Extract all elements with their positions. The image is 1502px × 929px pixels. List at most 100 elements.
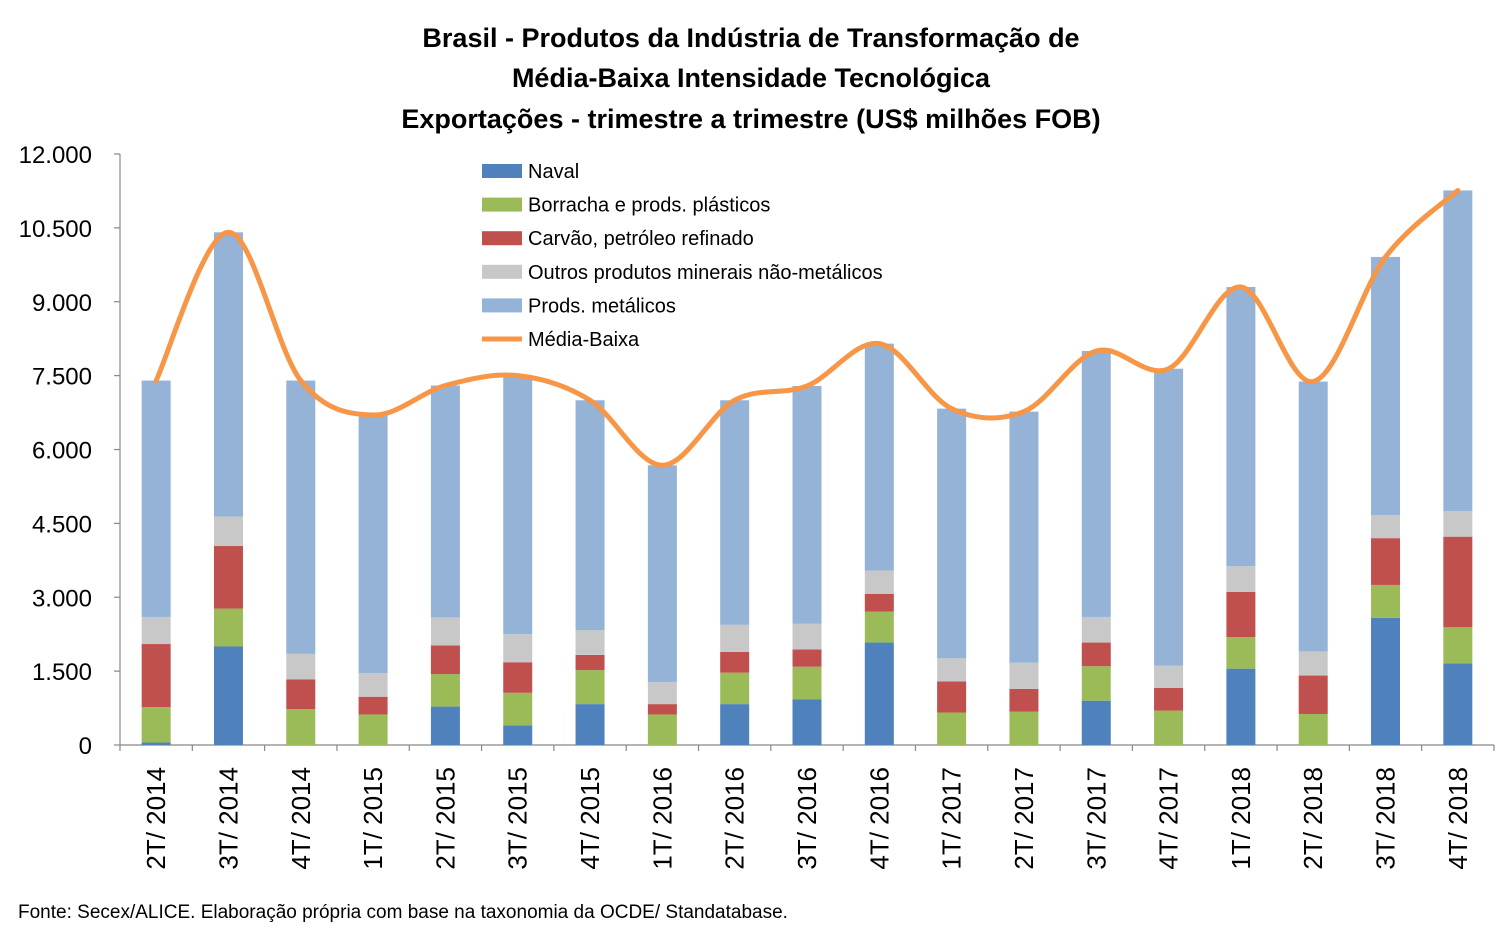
bar-segment-2	[937, 681, 967, 713]
y-tick-label: 4.500	[32, 511, 92, 538]
bar-segment-1	[1298, 713, 1328, 745]
bar-segment-4	[720, 400, 750, 625]
bar-segment-4	[1154, 368, 1184, 666]
bar-segment-0	[503, 725, 533, 745]
bar-segment-4	[647, 465, 677, 682]
legend-swatch-1	[482, 197, 522, 212]
bar-segment-4	[1009, 411, 1039, 663]
bar-segment-0	[213, 646, 243, 745]
chart-title-line-1: Brasil - Produtos da Indústria de Transf…	[422, 23, 1079, 53]
bar-segment-3	[1154, 665, 1184, 688]
bar-segment-2	[503, 662, 533, 693]
bar-segment-2	[1298, 675, 1328, 714]
bar-segment-4	[358, 415, 388, 674]
bar-segment-1	[1154, 710, 1184, 745]
bar-segment-2	[430, 645, 460, 675]
bar-segment-1	[937, 712, 967, 745]
bar-segment-3	[1443, 511, 1473, 537]
bar-segment-3	[286, 653, 316, 680]
x-tick-label: 1T/ 2015	[358, 767, 388, 870]
bar-segment-4	[430, 385, 460, 618]
bar-segment-4	[1081, 351, 1111, 617]
x-tick-label: 1T/ 2016	[647, 767, 677, 870]
bar-segment-3	[1371, 515, 1401, 539]
bar-segment-3	[358, 673, 388, 697]
bar-segment-0	[864, 642, 894, 745]
bar-segment-4	[1443, 190, 1473, 512]
x-tick-label: 1T/ 2017	[937, 767, 967, 870]
chart-title-line-3: Exportações - trimestre a trimestre (US$…	[401, 104, 1100, 134]
bar-segment-3	[1298, 651, 1328, 676]
chart-title: Brasil - Produtos da Indústria de Transf…	[401, 23, 1100, 134]
x-tick-label: 4T/ 2018	[1443, 767, 1473, 870]
bar-segment-4	[864, 343, 894, 571]
x-tick-label: 2T/ 2017	[1009, 767, 1039, 870]
legend-swatch-4	[482, 298, 522, 313]
media-baixa-line-layer	[153, 187, 1461, 468]
bar-segment-1	[1371, 584, 1401, 618]
x-tick-label: 3T/ 2018	[1371, 767, 1401, 870]
bar-segment-0	[430, 706, 460, 745]
bar-segment-3	[1081, 616, 1111, 643]
bar-segment-1	[1443, 627, 1473, 664]
x-tick-label: 4T/ 2017	[1154, 767, 1184, 870]
bar-segment-1	[141, 707, 171, 743]
y-tick-label: 1.500	[32, 659, 92, 686]
bar-segment-4	[1371, 256, 1401, 516]
bar-segment-1	[647, 714, 677, 745]
bar-segment-3	[647, 681, 677, 705]
bar-segment-4	[1298, 381, 1328, 652]
y-tick-label: 9.000	[32, 290, 92, 317]
bar-segment-2	[864, 593, 894, 612]
legend-label-3: Outros produtos minerais não-metálicos	[528, 262, 883, 284]
y-tick-label: 10.500	[19, 216, 92, 243]
bar-segment-2	[1009, 688, 1039, 712]
bar-segment-3	[864, 570, 894, 594]
bar-segment-2	[1154, 687, 1184, 711]
x-tick-label: 4T/ 2015	[575, 767, 605, 870]
bar-segment-1	[213, 608, 243, 647]
bars	[141, 190, 1473, 745]
legend-label-2: Carvão, petróleo refinado	[528, 228, 754, 250]
bar-segment-2	[575, 654, 605, 671]
x-tick-label: 3T/ 2014	[213, 767, 243, 870]
bar-segment-2	[720, 651, 750, 673]
bar-segment-1	[1226, 637, 1256, 669]
bar-segment-0	[575, 704, 605, 745]
bar-segment-2	[1371, 538, 1401, 585]
bar-segment-2	[286, 679, 316, 710]
y-tick-label: 12.000	[19, 142, 92, 169]
bar-segment-3	[937, 658, 967, 682]
bar-segment-2	[358, 696, 388, 715]
y-tick-label: 3.000	[32, 585, 92, 612]
bar-segment-0	[1443, 663, 1473, 745]
x-tick-label: 3T/ 2015	[503, 767, 533, 870]
legend-label-line: Média-Baixa	[528, 329, 640, 351]
bar-segment-1	[358, 714, 388, 745]
bar-segment-1	[1009, 711, 1039, 745]
x-tick-label: 1T/ 2018	[1226, 767, 1256, 870]
x-tick-label: 2T/ 2016	[720, 767, 750, 870]
bar-segment-2	[1443, 536, 1473, 628]
bar-segment-1	[720, 672, 750, 705]
y-tick-label: 6.000	[32, 438, 92, 465]
bar-segment-2	[213, 546, 243, 609]
bar-segment-1	[286, 709, 316, 745]
bar-segment-2	[141, 644, 171, 708]
bar-segment-4	[575, 400, 605, 631]
x-tick-label: 2T/ 2015	[430, 767, 460, 870]
bar-segment-1	[792, 666, 822, 700]
chart-title-line-2: Média-Baixa Intensidade Tecnológica	[512, 63, 991, 93]
bar-segment-0	[792, 699, 822, 745]
legend-label-4: Prods. metálicos	[528, 295, 676, 317]
bar-segment-3	[1226, 566, 1256, 592]
bar-segment-1	[430, 674, 460, 707]
x-tick-label: 4T/ 2014	[286, 767, 316, 870]
bar-segment-1	[575, 670, 605, 705]
legend-label-0: Naval	[528, 161, 579, 183]
bar-segment-0	[1226, 668, 1256, 745]
x-tick-label: 4T/ 2016	[864, 767, 894, 870]
bar-segment-3	[1009, 662, 1039, 689]
bar-segment-1	[864, 611, 894, 643]
